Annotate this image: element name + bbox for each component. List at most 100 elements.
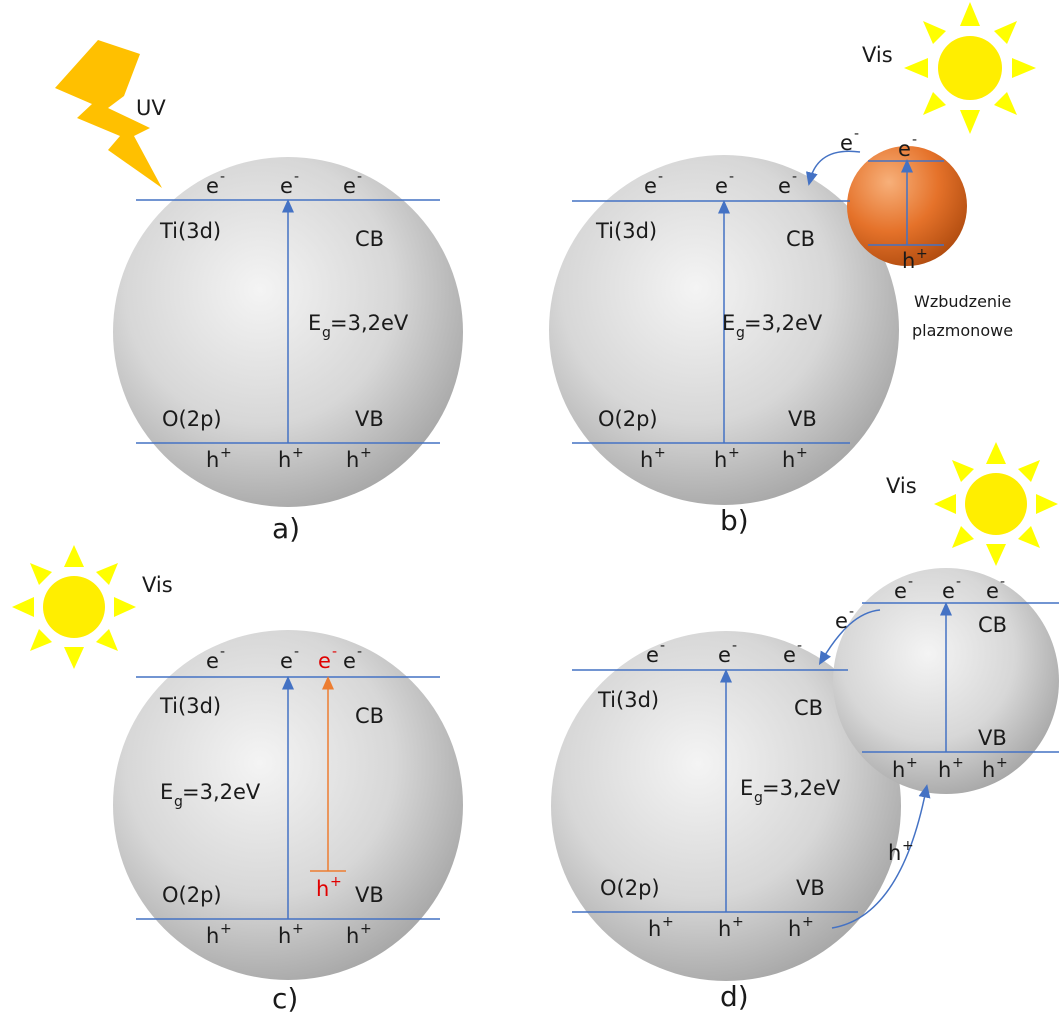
cb-label: CB bbox=[786, 227, 815, 251]
transfer-electron-label: e- bbox=[840, 126, 859, 155]
svg-text:-: - bbox=[658, 169, 663, 185]
electron-label: e- bbox=[280, 644, 299, 673]
plasmon-note-line2: plazmonowe bbox=[912, 321, 1013, 340]
svg-text:h: h bbox=[206, 924, 219, 948]
panel-label: d) bbox=[720, 980, 749, 1013]
svg-text:+: + bbox=[952, 755, 964, 771]
svg-text:e: e bbox=[343, 174, 356, 198]
hole-label: h + bbox=[714, 445, 740, 472]
panel-d: Vis e- e- e- e- CB VB h + h + h + h + e- e- … bbox=[551, 442, 1059, 1013]
svg-text:=3,2eV: =3,2eV bbox=[744, 311, 823, 335]
secondary-electron-label: e- bbox=[942, 574, 961, 603]
hole-label: h + bbox=[206, 921, 232, 948]
o2p-label: O(2p) bbox=[162, 883, 222, 907]
svg-text:e: e bbox=[942, 579, 955, 603]
lightning-icon bbox=[55, 40, 162, 188]
vb-label: VB bbox=[355, 883, 384, 907]
band-gap-label: E g =3,2eV bbox=[308, 311, 409, 341]
svg-text:e: e bbox=[206, 174, 219, 198]
svg-text:-: - bbox=[854, 126, 859, 142]
o2p-label: O(2p) bbox=[162, 407, 222, 431]
svg-text:+: + bbox=[654, 445, 666, 461]
svg-text:-: - bbox=[792, 169, 797, 185]
hole-label: h + bbox=[278, 921, 304, 948]
svg-text:e: e bbox=[718, 643, 731, 667]
panel-c: Vis e- e- e- e- Ti(3d) CB E g =3,2eV O(2… bbox=[12, 545, 463, 1015]
svg-text:+: + bbox=[292, 921, 304, 937]
hole-label: h + bbox=[206, 445, 232, 472]
svg-text:e: e bbox=[280, 174, 293, 198]
electron-label: e- bbox=[646, 638, 665, 667]
svg-text:-: - bbox=[294, 644, 299, 660]
vb-label: VB bbox=[796, 876, 825, 900]
svg-text:=3,2eV: =3,2eV bbox=[330, 311, 409, 335]
electron-label: e- bbox=[778, 169, 797, 198]
svg-text:E: E bbox=[722, 311, 735, 335]
secondary-hole-label: h + bbox=[938, 755, 964, 782]
secondary-electron-label: e- bbox=[986, 574, 1005, 603]
band-gap-label: E g =3,2eV bbox=[160, 780, 261, 810]
electron-label: e- bbox=[206, 644, 225, 673]
svg-text:h: h bbox=[718, 917, 731, 941]
svg-text:e: e bbox=[715, 174, 728, 198]
svg-text:-: - bbox=[660, 638, 665, 654]
cb-label: CB bbox=[355, 704, 384, 728]
hole-label: h + bbox=[648, 914, 674, 941]
svg-text:=3,2eV: =3,2eV bbox=[762, 776, 841, 800]
svg-text:+: + bbox=[220, 445, 232, 461]
svg-text:+: + bbox=[360, 921, 372, 937]
svg-text:e: e bbox=[840, 131, 853, 155]
svg-text:E: E bbox=[308, 311, 321, 335]
svg-text:-: - bbox=[332, 644, 337, 660]
ti3d-label: Ti(3d) bbox=[159, 219, 221, 243]
svg-text:h: h bbox=[788, 917, 801, 941]
o2p-label: O(2p) bbox=[600, 876, 660, 900]
svg-text:+: + bbox=[728, 445, 740, 461]
panel-label: c) bbox=[272, 982, 298, 1015]
svg-text:h: h bbox=[346, 924, 359, 948]
svg-text:-: - bbox=[797, 638, 802, 654]
svg-text:h: h bbox=[206, 448, 219, 472]
plasmon-note-line1: Wzbudzenie bbox=[914, 292, 1011, 311]
svg-text:E: E bbox=[160, 780, 173, 804]
svg-text:h: h bbox=[888, 841, 901, 865]
excited-electron-label: e- bbox=[318, 644, 337, 673]
uv-label: UV bbox=[136, 96, 166, 120]
hole-transfer-arrow bbox=[831, 784, 931, 929]
svg-text:-: - bbox=[357, 169, 362, 185]
svg-text:+: + bbox=[796, 445, 808, 461]
secondary-electron-label: e- bbox=[894, 574, 913, 603]
svg-text:+: + bbox=[292, 445, 304, 461]
hole-label: h + bbox=[718, 914, 744, 941]
svg-text:+: + bbox=[916, 246, 928, 262]
svg-text:e: e bbox=[280, 649, 293, 673]
svg-text:-: - bbox=[220, 644, 225, 660]
svg-text:h: h bbox=[938, 758, 951, 782]
svg-text:h: h bbox=[902, 249, 915, 273]
svg-text:+: + bbox=[330, 874, 342, 890]
svg-text:e: e bbox=[318, 649, 331, 673]
sun-icon bbox=[934, 442, 1058, 566]
svg-text:+: + bbox=[732, 914, 744, 930]
panel-label: b) bbox=[720, 504, 749, 537]
band-gap-label: E g =3,2eV bbox=[740, 776, 841, 806]
vb-label: VB bbox=[355, 407, 384, 431]
nanoparticle-hole-label: h + bbox=[902, 246, 928, 273]
electron-transfer-arrow bbox=[818, 609, 881, 666]
hole-label: h + bbox=[346, 921, 372, 948]
electron-transfer-arrow bbox=[806, 150, 861, 186]
svg-text:h: h bbox=[714, 448, 727, 472]
svg-text:-: - bbox=[908, 574, 913, 590]
svg-text:g: g bbox=[174, 794, 183, 810]
svg-text:+: + bbox=[802, 914, 814, 930]
generated-hole-label: h + bbox=[316, 874, 342, 901]
ti3d-label: Ti(3d) bbox=[597, 688, 659, 712]
hole-label: h + bbox=[788, 914, 814, 941]
secondary-hole-label: h + bbox=[982, 755, 1008, 782]
svg-text:h: h bbox=[278, 924, 291, 948]
svg-text:=3,2eV: =3,2eV bbox=[182, 780, 261, 804]
svg-text:-: - bbox=[220, 169, 225, 185]
svg-text:h: h bbox=[782, 448, 795, 472]
electron-label: e- bbox=[206, 169, 225, 198]
